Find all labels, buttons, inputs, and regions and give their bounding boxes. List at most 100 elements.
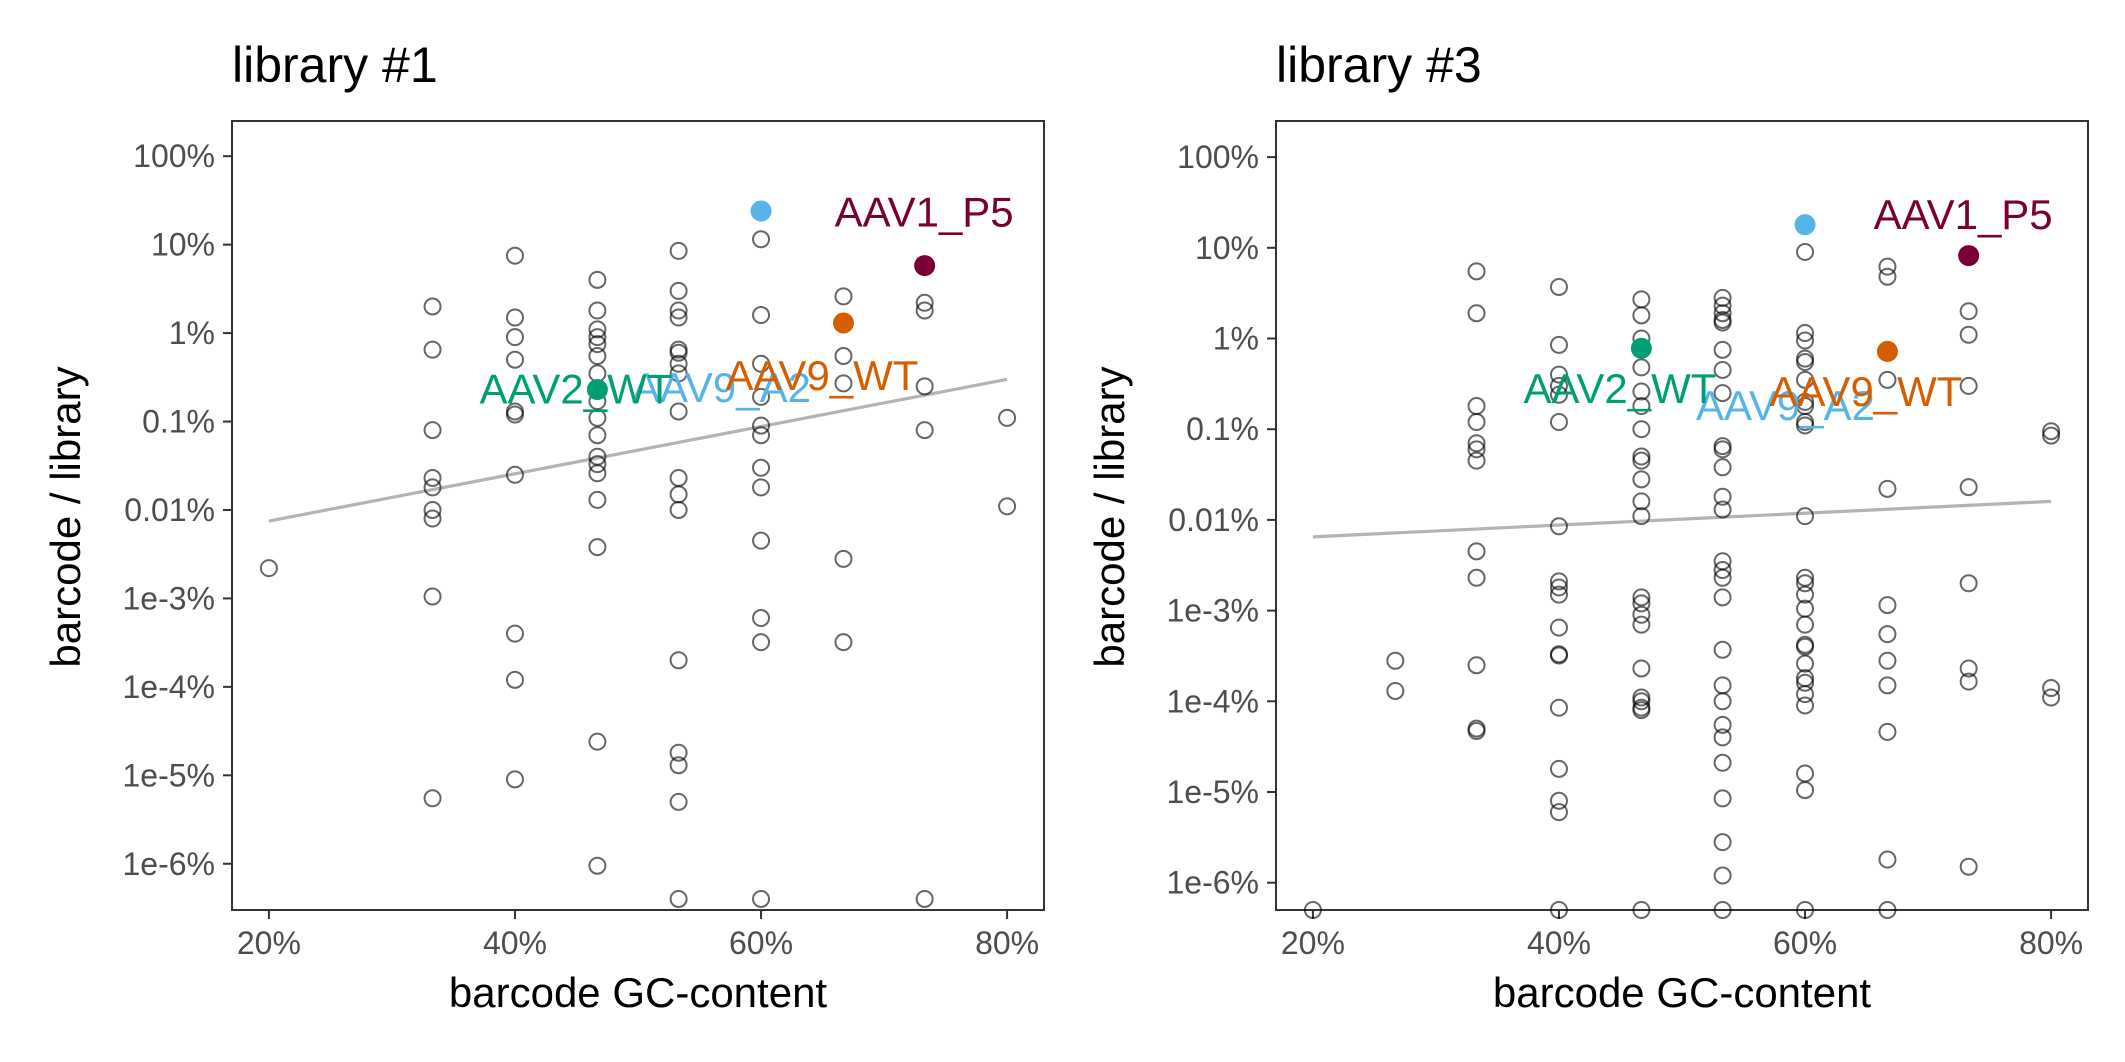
barcode-point [2042, 422, 2061, 441]
barcode-point [1713, 715, 1732, 734]
y-tick-label: 1e-4% [123, 669, 216, 705]
barcode-point [752, 609, 771, 628]
barcode-point [588, 464, 607, 483]
barcode-point [834, 287, 853, 306]
barcode-point [1549, 335, 1568, 354]
barcode-point [423, 509, 442, 528]
barcode-point [423, 468, 442, 487]
y-axis: 1e-6% 1e-5% 1e-4% 1e-3% 0.01% 0.1% 1% 10% 100% [123, 138, 232, 882]
barcode-point [588, 270, 607, 289]
barcode-point [1549, 578, 1568, 597]
barcode-point [1713, 458, 1732, 477]
y-tick-label: 1e-4% [1167, 683, 1260, 719]
barcode-point [1713, 568, 1732, 587]
barcode-point [752, 531, 771, 550]
barcode-point [669, 241, 688, 260]
barcode-point [1549, 365, 1568, 384]
barcode-point [1878, 370, 1897, 389]
y-axis-title: barcode / library [42, 366, 89, 667]
barcode-point [1959, 672, 1978, 691]
barcode-point [2042, 688, 2061, 707]
barcode-point [1713, 866, 1732, 885]
y-tick-label: 1e-5% [123, 757, 216, 793]
barcode-point [834, 374, 853, 393]
barcode-point [669, 889, 688, 908]
barcode-point [1796, 673, 1815, 692]
barcode-point [1386, 651, 1405, 670]
highlight-point [586, 379, 608, 401]
highlight-point [750, 200, 772, 222]
chart-panel-library-3: library #3 20% 40% 60% 80% 1e-6%1e-5%1e-4%1… [1086, 37, 2089, 1016]
barcode-point [1632, 451, 1651, 470]
barcode-point [1796, 574, 1815, 593]
barcode-point [505, 770, 524, 789]
barcode-point [1549, 376, 1568, 395]
highlight-label: AAV9_WT [726, 352, 919, 399]
barcode-point [505, 328, 524, 347]
x-tick-label: 20% [237, 925, 301, 961]
barcode-point [1796, 654, 1815, 673]
barcode-point [1959, 659, 1978, 678]
barcode-point [1632, 447, 1651, 466]
y-tick-label: 10% [151, 227, 215, 263]
barcode-point [505, 670, 524, 689]
barcode-point [423, 478, 442, 497]
x-tick-label: 40% [483, 925, 547, 961]
barcode-point [1467, 451, 1486, 470]
barcode-point [1959, 478, 1978, 497]
barcode-point [752, 458, 771, 477]
barcode-point [1796, 615, 1815, 634]
barcode-point [669, 500, 688, 519]
y-tick-label: 1e-3% [1167, 593, 1260, 629]
highlight-point [1630, 337, 1652, 359]
barcode-point [1713, 384, 1732, 403]
y-tick-label: 1e-6% [123, 846, 216, 882]
barcode-point [669, 792, 688, 811]
barcode-point [423, 421, 442, 440]
barcode-point [1632, 382, 1651, 401]
highlight-label: AAV1_P5 [835, 188, 1014, 235]
barcode-point [1467, 304, 1486, 323]
barcode-point [669, 308, 688, 327]
barcode-point [588, 538, 607, 557]
highlight-point [1958, 245, 1980, 267]
barcode-point [1467, 413, 1486, 432]
barcode-point [1713, 676, 1732, 695]
barcode-point [1713, 901, 1732, 919]
barcode-point [505, 246, 524, 265]
y-tick-label: 100% [1177, 139, 1259, 175]
x-axis-title: barcode GC-content [449, 969, 828, 1016]
barcode-point [505, 405, 524, 424]
barcode-point [1878, 676, 1897, 695]
barcode-point [1632, 605, 1651, 624]
barcode-point [1713, 640, 1732, 659]
barcode-point [1796, 349, 1815, 368]
barcode-point [752, 230, 771, 249]
barcode-point [669, 402, 688, 421]
barcode-point [1713, 692, 1732, 711]
barcode-point [1549, 585, 1568, 604]
y-tick-label: 0.01% [124, 492, 215, 528]
barcode-point [915, 301, 934, 320]
barcode-point [1713, 728, 1732, 747]
y-tick-label: 0.01% [1168, 502, 1259, 538]
x-tick-label: 60% [729, 925, 793, 961]
barcode-point [1796, 353, 1815, 372]
barcode-point [669, 281, 688, 300]
barcode-point [669, 343, 688, 362]
barcode-point [1632, 588, 1651, 607]
y-axis-title: barcode / library [1086, 366, 1133, 667]
barcode-point [834, 347, 853, 366]
barcode-point [1632, 692, 1651, 711]
highlight-point [1794, 214, 1816, 236]
barcode-point [1549, 385, 1568, 404]
barcode-point [752, 354, 771, 373]
highlight-label: AAV2_WT [479, 366, 672, 413]
plot-frame [231, 120, 1045, 911]
barcode-point [1878, 596, 1897, 615]
x-tick-label: 80% [975, 925, 1039, 961]
barcode-point [669, 756, 688, 775]
barcode-point [1467, 397, 1486, 416]
barcode-point [1796, 585, 1815, 604]
barcode-point [1878, 651, 1897, 670]
